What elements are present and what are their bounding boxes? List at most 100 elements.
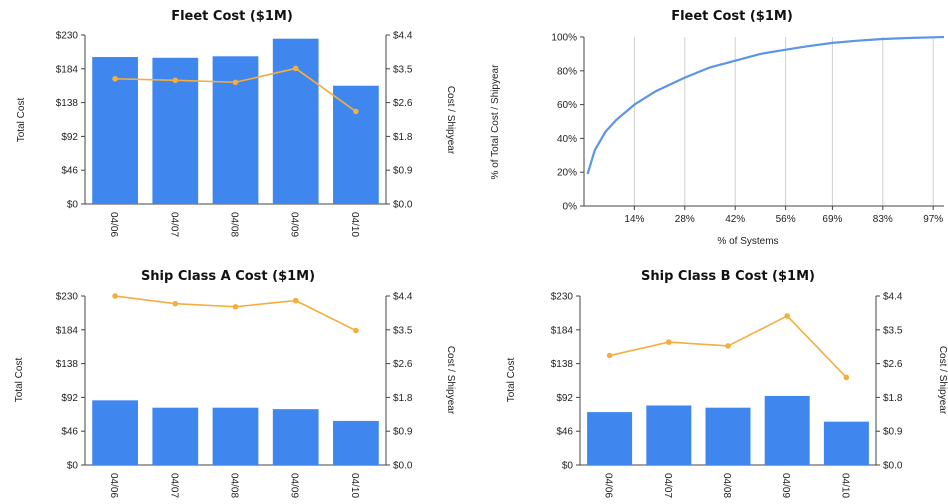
y2-tick-label: $2.6 — [883, 359, 903, 370]
bar — [272, 38, 319, 204]
series-point — [112, 293, 118, 299]
y2-tick-label: $0.9 — [393, 427, 413, 438]
x-tick-label: 04/10 — [349, 212, 360, 237]
series-point — [172, 300, 179, 307]
x-tick-label: 04/09 — [780, 473, 791, 498]
y2-tick-label: $0.0 — [393, 461, 413, 472]
series-point — [232, 303, 239, 310]
y-tick-label: $184 — [551, 325, 574, 336]
y-tick-label: $46 — [61, 427, 78, 438]
bar — [212, 407, 259, 465]
y2-tick-label: $1.8 — [883, 393, 903, 404]
bar — [92, 400, 138, 465]
bar — [705, 407, 751, 465]
x-tick-label: 04/06 — [603, 473, 614, 498]
y2-tick-label: $0.9 — [393, 166, 413, 177]
y2-tick-label: $0.0 — [883, 461, 903, 472]
x-tick-label: 04/08 — [229, 212, 240, 237]
x-axis-label: % of Systems — [717, 236, 778, 247]
y-tick-label: $92 — [556, 393, 573, 404]
fleet-cost-curve-panel: Fleet Cost ($1M) % of Total Cost / Shipy… — [474, 0, 948, 260]
x-tick-label: 56% — [776, 214, 796, 225]
chart-title: Ship Class A Cost ($1M) — [141, 269, 315, 284]
x-tick-label: 04/10 — [349, 473, 360, 498]
bar — [646, 405, 692, 465]
series-point — [843, 374, 850, 381]
x-tick-label: 04/08 — [229, 473, 240, 498]
x-tick-label: 04/08 — [721, 473, 732, 498]
chart-title: Ship Class B Cost ($1M) — [641, 269, 815, 284]
ship-class-a-panel: Ship Class A Cost ($1M) Total Cost Cost … — [0, 260, 474, 504]
fleet-cost-panel: Fleet Cost ($1M) Total Cost Cost / Shipy… — [0, 0, 474, 260]
series-point — [666, 339, 672, 345]
y-tick-label: $184 — [56, 64, 79, 75]
y2-tick-label: $3.5 — [883, 325, 903, 336]
y2-axis-label: Cost / Shipyear — [937, 346, 948, 415]
y-axis-label: Total Cost — [16, 98, 27, 143]
series-point — [784, 313, 790, 319]
bar — [333, 85, 379, 204]
plot-area: $0 $46 $92 $138 $184 $230 $0.0 $0.9 $1.8 $2.6 $3.5… — [56, 31, 413, 238]
y2-tick-label: $2.6 — [393, 359, 413, 370]
y-axis-label: % of Total Cost / Shipyear — [490, 64, 501, 180]
y-tick-label: 80% — [557, 66, 577, 77]
bar — [764, 395, 810, 465]
y-tick-label: $138 — [56, 98, 79, 109]
plot-area: 0% 20% 40% 60% 80% 100% 14% 28% 42% 56% 69% 83% 97% — [551, 33, 945, 225]
y-tick-label: $138 — [56, 359, 79, 370]
y-axis-label: Total Cost — [506, 358, 517, 403]
y-tick-label: $92 — [61, 132, 78, 143]
series-point — [725, 343, 731, 349]
series-point — [606, 352, 613, 359]
chart-title: Fleet Cost ($1M) — [171, 9, 293, 24]
y-tick-label: $230 — [56, 31, 79, 42]
y2-axis-label: Cost / Shipyear — [445, 346, 456, 415]
y-tick-label: 60% — [557, 100, 577, 111]
fleet-cost-chart: Fleet Cost ($1M) Total Cost Cost / Shipy… — [16, 9, 456, 238]
x-tick-label: 69% — [822, 214, 842, 225]
bar — [272, 409, 319, 465]
series-line — [114, 295, 357, 332]
x-tick-label: 97% — [923, 214, 943, 225]
chart-title: Fleet Cost ($1M) — [671, 9, 793, 24]
y2-tick-label: $3.5 — [393, 325, 413, 336]
x-tick-label: 04/09 — [289, 473, 300, 498]
y2-tick-label: $4.4 — [393, 31, 413, 42]
fleet-cost-curve-chart: Fleet Cost ($1M) % of Total Cost / Shipy… — [490, 9, 945, 247]
x-tick-label: 04/07 — [662, 473, 673, 498]
y2-tick-label: $2.6 — [393, 98, 413, 109]
series-point — [232, 79, 239, 86]
y-tick-label: 0% — [563, 202, 578, 213]
series-point — [172, 77, 179, 84]
ship-class-a-chart: Ship Class A Cost ($1M) Total Cost Cost … — [14, 269, 456, 499]
y-tick-label: $138 — [551, 359, 574, 370]
y-tick-label: $0 — [67, 200, 79, 211]
x-tick-label: 83% — [873, 214, 893, 225]
y2-tick-label: $1.8 — [393, 132, 413, 143]
x-tick-label: 04/07 — [168, 473, 179, 498]
y2-tick-label: $4.4 — [883, 292, 903, 303]
plot-area: $0 $46 $92 $138 $184 $230 $0.0 $0.9 $1.8 $2.6 $3.5… — [56, 292, 413, 499]
y-tick-label: $184 — [56, 325, 79, 336]
bar — [152, 407, 199, 465]
series-point — [112, 75, 118, 82]
series-point — [353, 108, 359, 115]
x-tick-label: 28% — [675, 214, 695, 225]
x-tick-label: 04/06 — [108, 212, 119, 237]
y-tick-label: 100% — [551, 33, 577, 44]
bar — [587, 412, 633, 465]
ship-class-b-chart: Ship Class B Cost ($1M) Total Cost Cost … — [506, 269, 948, 498]
y-axis-label: Total Cost — [14, 358, 25, 403]
y-tick-label: $0 — [67, 461, 79, 472]
y2-tick-label: $0.0 — [393, 200, 413, 211]
y2-tick-label: $4.4 — [393, 292, 413, 303]
y2-tick-label: $0.9 — [883, 427, 903, 438]
y-tick-label: $230 — [551, 292, 574, 303]
ship-class-b-panel: Ship Class B Cost ($1M) Total Cost Cost … — [474, 260, 948, 504]
series-line — [586, 35, 945, 175]
x-tick-label: 04/07 — [168, 212, 179, 237]
bar — [333, 420, 379, 465]
x-tick-label: 04/09 — [289, 212, 300, 237]
x-tick-label: 04/06 — [108, 473, 119, 498]
x-tick-label: 04/10 — [839, 473, 850, 498]
